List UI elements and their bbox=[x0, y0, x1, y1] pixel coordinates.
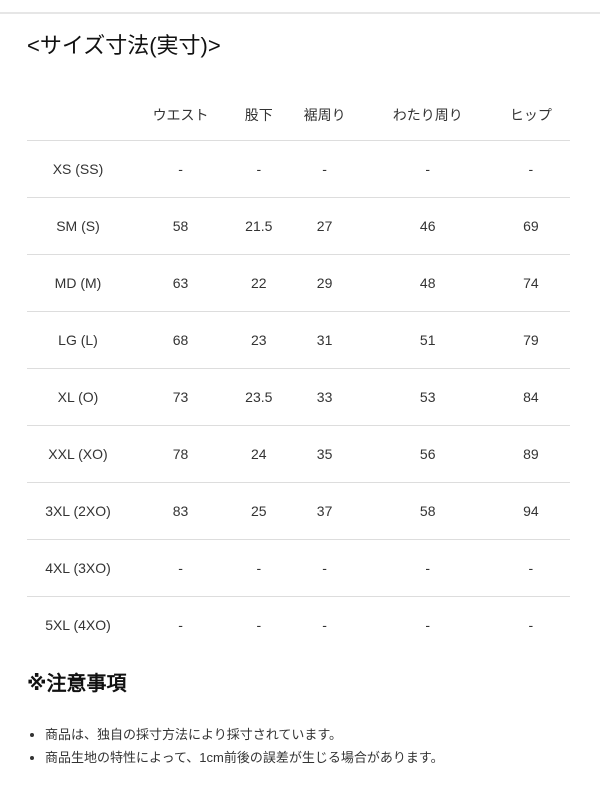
measurement-cell: 46 bbox=[363, 197, 492, 255]
header-thigh: わたり周り bbox=[363, 90, 492, 141]
header-hip: ヒップ bbox=[491, 90, 570, 141]
measurement-cell: 78 bbox=[129, 425, 233, 483]
size-label: XXL (XO) bbox=[27, 425, 129, 483]
measurement-cell: 23 bbox=[232, 311, 286, 369]
measurement-cell: - bbox=[425, 617, 431, 633]
table-row: SM (S) 58 21.5 27 46 69 bbox=[27, 197, 570, 255]
header-cell bbox=[27, 90, 129, 141]
header-hem: 裾周り bbox=[285, 90, 364, 141]
table-row: 4XL (3XO) - - - - - bbox=[27, 539, 570, 597]
measurement-cell: 84 bbox=[491, 368, 570, 426]
size-label: MD (M) bbox=[27, 254, 129, 312]
size-label: XL (O) bbox=[27, 368, 129, 426]
measurement-cell: 23.5 bbox=[232, 368, 286, 426]
measurement-cell: 31 bbox=[285, 311, 364, 369]
measurement-cell: - bbox=[232, 140, 286, 198]
measurement-cell: 89 bbox=[491, 425, 570, 483]
size-label: 3XL (2XO) bbox=[27, 482, 129, 540]
measurement-cell: 63 bbox=[129, 254, 233, 312]
size-label: XS (SS) bbox=[27, 140, 129, 198]
measurement-cell: - bbox=[129, 140, 233, 198]
measurement-cell: - bbox=[363, 539, 492, 597]
header-inseam: 股下 bbox=[232, 90, 286, 141]
size-label: 5XL (4XO) bbox=[45, 617, 111, 633]
measurement-cell: - bbox=[178, 617, 183, 633]
table-row: XXL (XO) 78 24 35 56 89 bbox=[27, 425, 570, 483]
notes-list: 商品は、独自の採寸方法により採寸されています。 商品生地の特性によって、1cm前… bbox=[27, 723, 444, 769]
measurement-cell: - bbox=[285, 140, 364, 198]
measurement-cell: 37 bbox=[285, 482, 364, 540]
size-label: 4XL (3XO) bbox=[27, 539, 129, 597]
top-divider bbox=[0, 12, 600, 14]
measurement-cell: 79 bbox=[491, 311, 570, 369]
measurement-cell: - bbox=[528, 617, 534, 633]
measurement-cell: - bbox=[322, 617, 327, 633]
measurement-cell: - bbox=[491, 140, 570, 198]
measurement-cell: 74 bbox=[491, 254, 570, 312]
measurement-cell: - bbox=[491, 539, 570, 597]
measurement-cell: 21.5 bbox=[232, 197, 286, 255]
table-row: MD (M) 63 22 29 48 74 bbox=[27, 254, 570, 312]
measurement-cell: 51 bbox=[363, 311, 492, 369]
measurement-cell: 58 bbox=[129, 197, 233, 255]
measurement-cell: - bbox=[285, 539, 364, 597]
measurement-cell: 33 bbox=[285, 368, 364, 426]
measurement-cell: 25 bbox=[232, 482, 286, 540]
header-waist: ウエスト bbox=[129, 90, 233, 141]
measurement-cell: - bbox=[363, 140, 492, 198]
measurement-cell: - bbox=[232, 539, 286, 597]
measurement-cell: 24 bbox=[232, 425, 286, 483]
measurement-cell: 22 bbox=[232, 254, 286, 312]
size-label: LG (L) bbox=[27, 311, 129, 369]
measurement-cell: 53 bbox=[363, 368, 492, 426]
measurement-cell: 68 bbox=[129, 311, 233, 369]
measurement-cell: 94 bbox=[491, 482, 570, 540]
table-row: XL (O) 73 23.5 33 53 84 bbox=[27, 368, 570, 426]
size-label: SM (S) bbox=[27, 197, 129, 255]
measurement-cell: 29 bbox=[285, 254, 364, 312]
table-row: XS (SS) - - - - - bbox=[27, 140, 570, 198]
table-header-row: ウエスト 股下 裾周り わたり周り ヒップ bbox=[27, 90, 570, 141]
measurement-cell: 69 bbox=[491, 197, 570, 255]
table-row: 5XL (4XO) - - - - - bbox=[27, 597, 570, 654]
measurement-cell: 58 bbox=[363, 482, 492, 540]
notes-title: ※注意事項 bbox=[27, 673, 127, 695]
size-table: ウエスト 股下 裾周り わたり周り ヒップ XS (SS) - - - - - SM (S)… bbox=[27, 90, 570, 653]
measurement-cell: 48 bbox=[363, 254, 492, 312]
note-item: 商品生地の特性によって、1cm前後の誤差が生じる場合があります。 bbox=[45, 746, 444, 769]
note-item: 商品は、独自の採寸方法により採寸されています。 bbox=[45, 723, 444, 746]
table-row: LG (L) 68 23 31 51 79 bbox=[27, 311, 570, 369]
measurement-cell: 35 bbox=[285, 425, 364, 483]
measurement-cell: 73 bbox=[129, 368, 233, 426]
table-row: 3XL (2XO) 83 25 37 58 94 bbox=[27, 482, 570, 540]
measurement-cell: - bbox=[129, 539, 233, 597]
measurement-cell: 27 bbox=[285, 197, 364, 255]
page-title: <サイズ寸法(実寸)> bbox=[27, 33, 221, 58]
measurement-cell: 83 bbox=[129, 482, 233, 540]
measurement-cell: - bbox=[256, 617, 262, 633]
measurement-cell: 56 bbox=[363, 425, 492, 483]
